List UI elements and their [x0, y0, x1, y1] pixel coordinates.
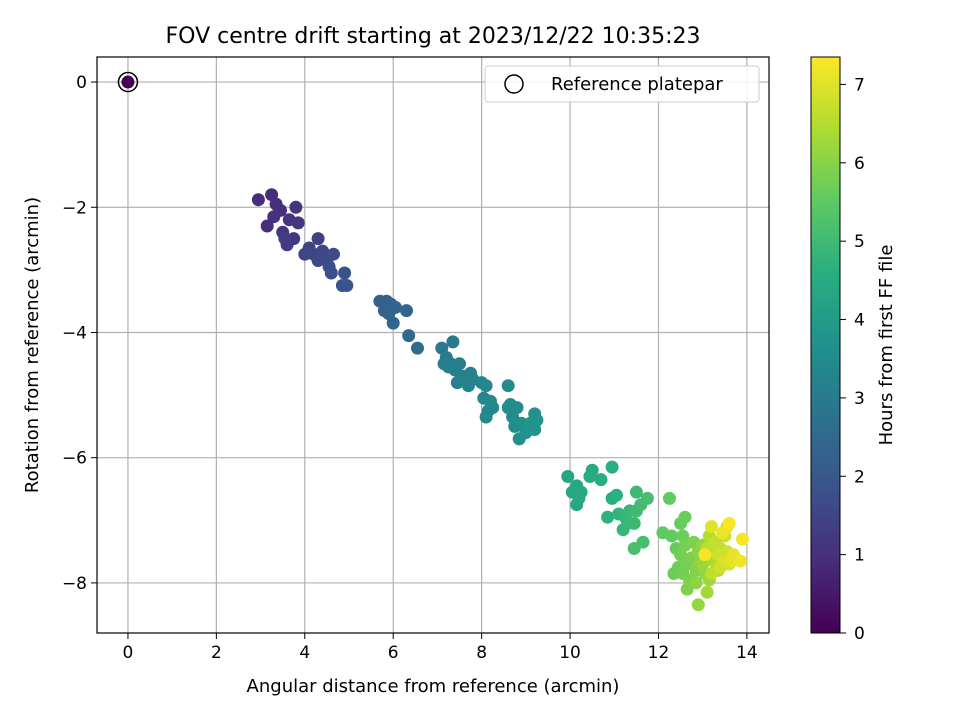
data-point [678, 510, 692, 524]
data-point [665, 529, 679, 543]
colorbar-tick-label: 6 [854, 154, 865, 174]
data-point [663, 491, 676, 505]
reference-point-layer [117, 71, 139, 93]
grid-lines [97, 57, 769, 633]
legend: Reference platepar [484, 65, 760, 103]
data-point [267, 210, 281, 224]
data-point [340, 279, 354, 292]
data-point [479, 379, 493, 393]
data-point [627, 542, 641, 555]
data-point [594, 473, 608, 487]
data-point [640, 491, 654, 505]
colorbar: 0 1 2 3 4 5 6 7 Hours from first FF file [810, 56, 897, 644]
legend-entry-reference-platepar: Reference platepar [551, 74, 723, 95]
data-point [629, 485, 643, 499]
colorbar-label: Hours from first FF file [876, 245, 897, 446]
colorbar-tick-label: 3 [854, 389, 865, 409]
data-point [722, 516, 736, 530]
colorbar-tick-label: 4 [854, 311, 865, 331]
data-point [311, 232, 325, 246]
x-tick-label: 2 [211, 643, 222, 663]
data-point [700, 585, 714, 599]
data-point [570, 498, 584, 512]
x-tick-label: 10 [559, 643, 581, 663]
reference-point-fill [121, 75, 135, 89]
y-tick-label: −6 [62, 449, 87, 469]
data-point [698, 548, 712, 562]
y-axis-ticks: 0 −2 −4 −6 −8 [62, 73, 97, 594]
colorbar-tick-label: 1 [854, 546, 865, 566]
data-point [733, 554, 747, 568]
colorbar-tick-label: 0 [854, 624, 865, 644]
data-point [260, 219, 274, 233]
data-point [510, 401, 524, 415]
data-point [291, 216, 305, 230]
x-tick-label: 6 [388, 643, 399, 663]
data-point [386, 316, 400, 330]
data-point [561, 470, 575, 483]
colorbar-bar [810, 56, 841, 634]
scatter-points [251, 188, 749, 612]
data-point [689, 576, 703, 590]
data-point [501, 379, 515, 393]
data-point [388, 300, 402, 314]
data-point [601, 510, 615, 524]
y-tick-label: −2 [62, 198, 87, 218]
y-tick-label: −8 [62, 574, 87, 594]
colorbar-ticks: 0 1 2 3 4 5 6 7 [840, 75, 865, 644]
chart-title: FOV centre drift starting at 2023/12/22 … [166, 24, 701, 49]
legend-marker-icon [504, 74, 524, 94]
colorbar-tick-label: 5 [854, 232, 865, 252]
x-tick-label: 12 [648, 643, 670, 663]
data-point [400, 304, 413, 318]
data-point [402, 329, 416, 343]
y-tick-label: 0 [76, 73, 87, 93]
data-point [627, 516, 641, 530]
data-point [574, 485, 588, 499]
data-point [338, 266, 352, 280]
x-tick-label: 0 [123, 643, 134, 663]
data-point [610, 488, 623, 502]
data-point [583, 470, 597, 483]
x-tick-label: 14 [736, 643, 758, 663]
data-point [324, 266, 338, 280]
colorbar-tick-label: 2 [854, 467, 865, 487]
data-point [298, 247, 312, 261]
legend-box [484, 65, 760, 103]
data-point [705, 520, 718, 534]
data-point [716, 526, 730, 540]
x-tick-label: 4 [299, 643, 310, 663]
data-point [691, 598, 705, 612]
data-point [479, 410, 493, 424]
x-tick-label: 8 [476, 643, 487, 663]
reference-point-ring [117, 71, 139, 93]
y-tick-label: −4 [62, 323, 87, 343]
data-point [736, 532, 749, 546]
data-point [523, 416, 537, 430]
x-axis-label: Angular distance from reference (arcmin) [247, 676, 620, 697]
colorbar-tick-label: 7 [854, 75, 865, 95]
x-axis-ticks: 0 2 4 6 8 10 12 14 [123, 633, 758, 663]
data-point [327, 247, 340, 261]
data-point [278, 232, 292, 246]
data-point [486, 401, 500, 415]
data-point [442, 360, 455, 374]
data-point [446, 335, 460, 349]
data-point [411, 341, 424, 355]
data-point [289, 200, 303, 214]
data-point [311, 254, 325, 267]
y-axis-label: Rotation from reference (arcmin) [22, 197, 43, 493]
data-point [605, 460, 619, 474]
data-point [251, 193, 265, 207]
plot-frame [96, 56, 770, 634]
